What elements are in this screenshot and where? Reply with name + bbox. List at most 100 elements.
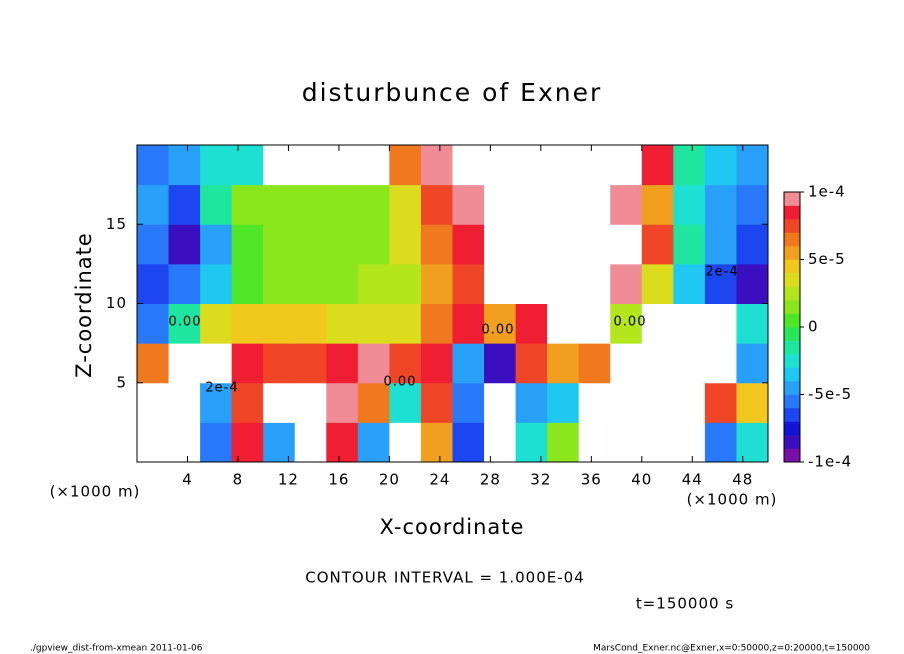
heat-cell [326,382,359,423]
heat-cell [168,263,201,304]
heat-cell [389,184,422,225]
heat-cell [420,343,453,384]
heat-cell [736,184,769,225]
colorbar-tick-label: 5e-5 [808,250,846,268]
x-tick-label: 12 [278,471,299,489]
x-tick-label: 44 [682,471,703,489]
heat-cell [200,184,233,225]
colorbar-swatch [784,273,800,287]
heat-cell [704,184,737,225]
heat-cell [389,303,422,344]
heat-cell [452,145,485,186]
chart-title: disturbunce of Exner [302,78,603,107]
heat-cell [736,382,769,423]
heat-cell [420,382,453,423]
x-unit-left: (×1000 m) [50,483,141,501]
heat-cell [200,224,233,265]
heat-cell [641,184,674,225]
heat-cell [263,145,296,186]
contour-interval: CONTOUR INTERVAL = 1.000E-04 [305,569,584,587]
heat-cell [515,422,548,463]
colorbar-swatch [784,246,800,260]
heat-cell [168,224,201,265]
colorbar-swatch [784,354,800,368]
heat-cell [736,303,769,344]
heat-cell [263,303,296,344]
heat-cell [578,224,611,265]
heat-cell [704,382,737,423]
heat-cell [357,382,390,423]
heat-cell [641,422,674,463]
heat-cell [704,422,737,463]
heat-cell [231,343,264,384]
heat-cell [137,263,170,304]
heat-cell [641,145,674,186]
heat-cell [326,224,359,265]
colorbar-swatch [784,327,800,341]
heat-cell [610,303,643,344]
heat-cell [578,422,611,463]
heat-cell [578,184,611,225]
heat-cell [547,422,580,463]
colorbar-swatch [784,394,800,409]
y-tick-label: 5 [116,373,127,391]
heat-cell [294,145,327,186]
heat-cell [484,382,517,423]
heat-cell [673,184,706,225]
heat-cell [610,145,643,186]
heat-cell [484,224,517,265]
heat-cell [294,224,327,265]
heat-cell [137,303,170,344]
heat-cell [578,303,611,344]
colorbar-swatch [784,367,800,382]
x-axis-label: X-coordinate [380,515,525,539]
heat-cell [547,224,580,265]
heat-cell [294,184,327,225]
colorbar-swatch [784,259,800,274]
heat-cell [610,184,643,225]
heat-cell [578,343,611,384]
heat-cell [326,343,359,384]
heat-cell [137,422,170,463]
heat-cell [452,303,485,344]
heat-cell [641,303,674,344]
heat-cell [294,343,327,384]
heat-cell [610,343,643,384]
colorbar-swatch [784,421,800,436]
heat-cell [231,224,264,265]
heat-cell [420,184,453,225]
x-tick-label: 28 [480,471,501,489]
colorbar-swatch [784,205,800,220]
heat-cell [420,263,453,304]
x-tick-label: 36 [581,471,602,489]
heat-cell [704,224,737,265]
heat-cell [452,263,485,304]
heat-cell [673,422,706,463]
heat-cell [231,382,264,423]
heat-cell [137,224,170,265]
heat-cell [452,382,485,423]
heat-cell [704,263,737,304]
heat-cell [326,303,359,344]
heat-cell [452,184,485,225]
x-unit-right: (×1000 m) [687,491,778,509]
heat-cell [231,422,264,463]
x-tick-label: 20 [379,471,400,489]
colorbar-swatch [784,300,800,314]
x-tick-label: 8 [233,471,244,489]
heat-cell [578,382,611,423]
heat-cell [294,263,327,304]
x-tick-label: 40 [631,471,652,489]
heat-cell [641,343,674,384]
heat-cell [137,184,170,225]
x-tick-label: 16 [328,471,349,489]
colorbar-tick-label: 1e-4 [808,183,846,201]
heat-cell [673,224,706,265]
heat-cell [452,224,485,265]
heat-cell [200,303,233,344]
colorbar-tick-label: -5e-5 [808,385,852,403]
colorbar-swatch [784,286,800,301]
heat-cell [231,303,264,344]
heat-cell [200,263,233,304]
